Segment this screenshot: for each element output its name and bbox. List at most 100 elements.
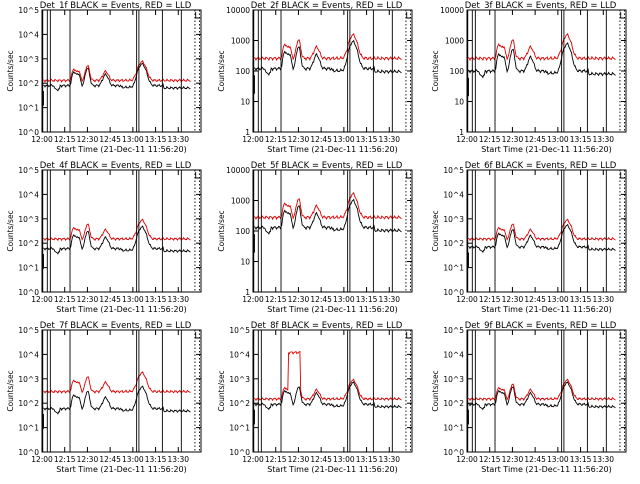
bracket-mark	[195, 12, 201, 19]
plot-frame	[466, 169, 627, 293]
x-tick-label: 13:00	[122, 295, 144, 304]
x-tick-label: 12:45	[99, 295, 121, 304]
y-tick-label: 10	[240, 258, 250, 267]
y-axis-label: Counts/sec	[431, 370, 440, 411]
bracket-mark	[406, 172, 412, 179]
y-tick-label: 10^1	[443, 264, 464, 273]
y-tick-label: 10^0	[18, 448, 39, 457]
y-tick-label: 1000	[231, 37, 250, 46]
y-tick-label: 10^3	[18, 55, 39, 64]
panel-3: Det_3f BLACK = Events, RED = LLD 1 10 100 10…	[431, 1, 627, 154]
y-tick-label: 10^4	[443, 350, 464, 359]
bracket-mark	[195, 172, 201, 179]
y-tick-label: 10000	[226, 166, 250, 175]
bracket-mark	[620, 12, 626, 19]
y-tick-label: 10^2	[18, 239, 39, 248]
events-series	[468, 223, 616, 253]
y-tick-label: 10^0	[443, 448, 464, 457]
x-tick-label: 12:30	[502, 295, 524, 304]
plot-frame	[41, 9, 202, 133]
chart-title: Det_9f BLACK = Events, RED = LLD	[465, 321, 617, 331]
x-tick-label: 12:30	[77, 455, 99, 464]
y-tick-label: 1	[459, 128, 464, 137]
x-axis-label: Start Time (21-Dec-11 11:56:20)	[56, 305, 187, 314]
y-tick-label: 10^1	[18, 264, 39, 273]
x-axis-label: Start Time (21-Dec-11 11:56:20)	[56, 465, 187, 474]
y-axis-label: Counts/sec	[6, 370, 15, 411]
plot-frame	[466, 329, 627, 453]
x-tick-label: 13:30	[167, 455, 189, 464]
y-tick-label: 10^3	[443, 375, 464, 384]
y-tick-label: 10^1	[18, 424, 39, 433]
chart-title: Det_5f BLACK = Events, RED = LLD	[251, 161, 403, 171]
x-tick-label: 12:30	[288, 295, 310, 304]
events-series	[43, 62, 191, 92]
plot-frame	[252, 329, 413, 453]
x-tick-label: 13:15	[356, 295, 378, 304]
x-tick-label: 12:45	[310, 455, 332, 464]
chart-title: Det_3f BLACK = Events, RED = LLD	[465, 1, 617, 11]
x-tick-label: 12:15	[479, 455, 501, 464]
x-tick-label: 12:00	[242, 295, 264, 304]
chart-title: Det_7f BLACK = Events, RED = LLD	[40, 321, 192, 331]
y-axis-label: Counts/sec	[431, 50, 440, 91]
x-tick-label: 12:30	[502, 135, 524, 144]
y-tick-label: 10^3	[18, 375, 39, 384]
x-tick-label: 13:15	[570, 455, 592, 464]
x-tick-label: 12:00	[456, 455, 478, 464]
y-tick-label: 10^0	[18, 128, 39, 137]
x-tick-label: 12:15	[265, 455, 287, 464]
panel-2: Det_2f BLACK = Events, RED = LLD 1 10 100 10…	[217, 1, 413, 154]
x-tick-label: 12:30	[288, 455, 310, 464]
x-tick-label: 13:30	[592, 135, 614, 144]
y-tick-label: 100	[236, 227, 251, 236]
x-tick-label: 12:30	[77, 135, 99, 144]
x-axis-label: Start Time (21-Dec-11 11:56:20)	[481, 465, 612, 474]
chart-title: Det_8f BLACK = Events, RED = LLD	[251, 321, 403, 331]
x-tick-label: 13:15	[570, 295, 592, 304]
x-tick-label: 13:00	[333, 295, 355, 304]
panel-5: Det_5f BLACK = Events, RED = LLD 1 10 100 10…	[217, 161, 413, 314]
plot-frame	[41, 329, 202, 453]
y-tick-label: 100	[236, 67, 251, 76]
y-tick-label: 10^3	[443, 215, 464, 224]
lld-series	[468, 32, 616, 62]
y-axis-label: Counts/sec	[6, 50, 15, 91]
events-series	[254, 39, 402, 76]
y-tick-label: 10^4	[18, 350, 39, 359]
x-tick-label: 13:15	[145, 295, 167, 304]
y-tick-label: 10^4	[229, 350, 250, 359]
y-axis-label: Counts/sec	[217, 210, 226, 251]
y-axis-label: Counts/sec	[217, 50, 226, 91]
y-tick-label: 10^3	[229, 375, 250, 384]
x-tick-label: 13:30	[378, 135, 400, 144]
y-tick-label: 10^5	[18, 326, 39, 335]
y-tick-label: 10^3	[18, 215, 39, 224]
events-series	[468, 42, 616, 79]
panel-4: Det_4f BLACK = Events, RED = LLD 10^0 10^1…	[6, 161, 202, 314]
bracket-mark	[620, 172, 626, 179]
x-tick-label: 13:00	[122, 135, 144, 144]
x-tick-label: 12:00	[31, 135, 53, 144]
x-axis-label: Start Time (21-Dec-11 11:56:20)	[267, 145, 398, 154]
y-tick-label: 10^2	[18, 79, 39, 88]
y-tick-label: 10^4	[18, 190, 39, 199]
x-tick-label: 13:00	[547, 295, 569, 304]
x-tick-label: 13:15	[570, 135, 592, 144]
chart-title: Det_2f BLACK = Events, RED = LLD	[251, 1, 403, 11]
y-tick-label: 10000	[226, 6, 250, 15]
y-tick-label: 10^5	[18, 166, 39, 175]
x-axis-label: Start Time (21-Dec-11 11:56:20)	[481, 305, 612, 314]
events-series	[254, 198, 402, 235]
y-tick-label: 10^2	[18, 399, 39, 408]
x-tick-label: 13:30	[592, 455, 614, 464]
y-tick-label: 10^2	[229, 399, 250, 408]
lld-series	[43, 60, 191, 83]
x-axis-label: Start Time (21-Dec-11 11:56:20)	[481, 145, 612, 154]
y-tick-label: 10^5	[18, 6, 39, 15]
y-tick-label: 10^5	[443, 166, 464, 175]
x-tick-label: 12:30	[502, 455, 524, 464]
bracket-mark	[406, 12, 412, 19]
x-tick-label: 12:00	[456, 295, 478, 304]
